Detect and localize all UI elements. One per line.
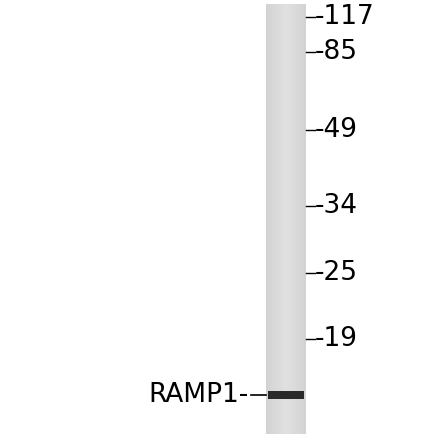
- Bar: [270, 4, 271, 434]
- Bar: [278, 4, 279, 434]
- Bar: [267, 4, 268, 434]
- Text: -19: -19: [315, 326, 358, 351]
- Bar: [295, 4, 296, 434]
- Bar: [274, 4, 275, 434]
- Bar: [297, 4, 298, 434]
- Text: RAMP1-: RAMP1-: [148, 382, 249, 407]
- Text: -25: -25: [315, 260, 358, 285]
- Bar: [304, 4, 305, 434]
- Bar: [273, 4, 274, 434]
- Bar: [303, 4, 304, 434]
- Bar: [276, 4, 277, 434]
- Bar: [268, 4, 269, 434]
- Text: -49: -49: [315, 117, 358, 143]
- Bar: [298, 4, 299, 434]
- Bar: [289, 4, 290, 434]
- Bar: [283, 4, 285, 434]
- Bar: [266, 4, 268, 434]
- Bar: [274, 4, 275, 434]
- Bar: [293, 4, 294, 434]
- Bar: [287, 4, 288, 434]
- Bar: [290, 4, 291, 434]
- Bar: [280, 4, 281, 434]
- Bar: [269, 4, 270, 434]
- Text: -117: -117: [315, 4, 374, 30]
- Bar: [293, 4, 294, 434]
- Bar: [279, 4, 280, 434]
- Bar: [305, 4, 306, 434]
- Bar: [300, 4, 301, 434]
- Text: -85: -85: [315, 39, 358, 65]
- Bar: [303, 4, 304, 434]
- Bar: [304, 4, 305, 434]
- Bar: [296, 4, 297, 434]
- Bar: [284, 4, 285, 434]
- Bar: [271, 4, 272, 434]
- Bar: [287, 4, 288, 434]
- Bar: [268, 391, 304, 399]
- Bar: [282, 4, 283, 434]
- Bar: [277, 4, 278, 434]
- Bar: [279, 4, 281, 434]
- Text: -34: -34: [315, 194, 358, 219]
- Bar: [299, 4, 300, 434]
- Bar: [281, 4, 282, 434]
- Bar: [290, 4, 292, 434]
- Bar: [285, 4, 286, 434]
- Bar: [275, 4, 277, 434]
- Bar: [294, 4, 295, 434]
- Bar: [288, 4, 289, 434]
- Bar: [271, 4, 272, 434]
- Bar: [302, 4, 303, 434]
- Bar: [292, 4, 293, 434]
- Bar: [295, 4, 296, 434]
- Bar: [291, 4, 292, 434]
- Bar: [301, 4, 302, 434]
- Bar: [275, 4, 276, 434]
- Bar: [272, 4, 273, 434]
- Bar: [269, 4, 271, 434]
- Bar: [286, 4, 287, 434]
- Bar: [278, 4, 279, 434]
- Bar: [301, 4, 302, 434]
- Bar: [283, 4, 284, 434]
- Bar: [298, 4, 300, 434]
